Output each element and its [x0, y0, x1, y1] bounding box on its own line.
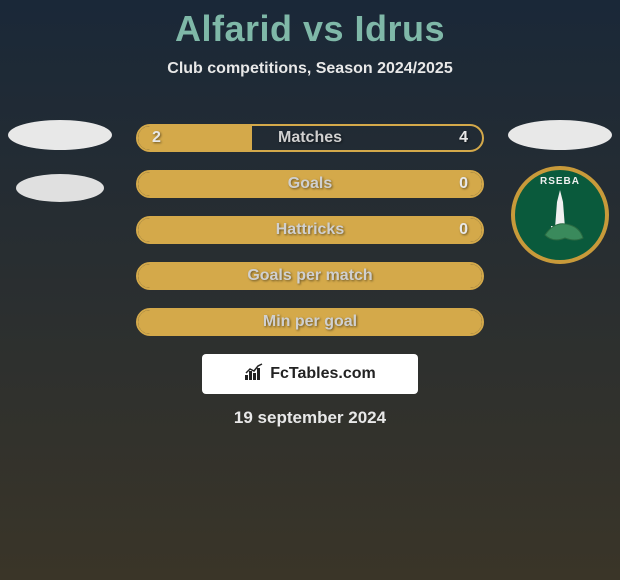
- player-right-panel: RSEBA: [508, 120, 612, 264]
- player-left-avatar: [8, 120, 112, 150]
- chart-icon: [244, 363, 264, 386]
- stat-right-value: 4: [459, 129, 468, 147]
- date-text: 19 september 2024: [0, 408, 620, 428]
- stats-container: 2 Matches 4 Goals 0 Hattricks 0 Goals pe…: [136, 124, 484, 354]
- player-right-avatar: [508, 120, 612, 150]
- player-left-club-placeholder: [16, 174, 104, 202]
- stat-right-value: 0: [459, 221, 468, 239]
- stat-row-goals: Goals 0: [136, 170, 484, 198]
- stat-label: Goals per match: [138, 267, 482, 285]
- stat-row-min-per-goal: Min per goal: [136, 308, 484, 336]
- stat-label: Matches: [138, 129, 482, 147]
- stat-row-hattricks: Hattricks 0: [136, 216, 484, 244]
- club-badge-text: RSEBA: [540, 176, 580, 187]
- club-badge: RSEBA: [511, 166, 609, 264]
- stat-row-goals-per-match: Goals per match: [136, 262, 484, 290]
- crocodile-monument-icon: [525, 180, 595, 250]
- branding-text: FcTables.com: [270, 365, 376, 383]
- stat-right-value: 0: [459, 175, 468, 193]
- page-subtitle: Club competitions, Season 2024/2025: [0, 60, 620, 78]
- stat-label: Min per goal: [138, 313, 482, 331]
- stat-row-matches: 2 Matches 4: [136, 124, 484, 152]
- page-title: Alfarid vs Idrus: [0, 0, 620, 50]
- stat-label: Goals: [138, 175, 482, 193]
- player-left-panel: [8, 120, 112, 202]
- stat-label: Hattricks: [138, 221, 482, 239]
- branding-box[interactable]: FcTables.com: [202, 354, 418, 394]
